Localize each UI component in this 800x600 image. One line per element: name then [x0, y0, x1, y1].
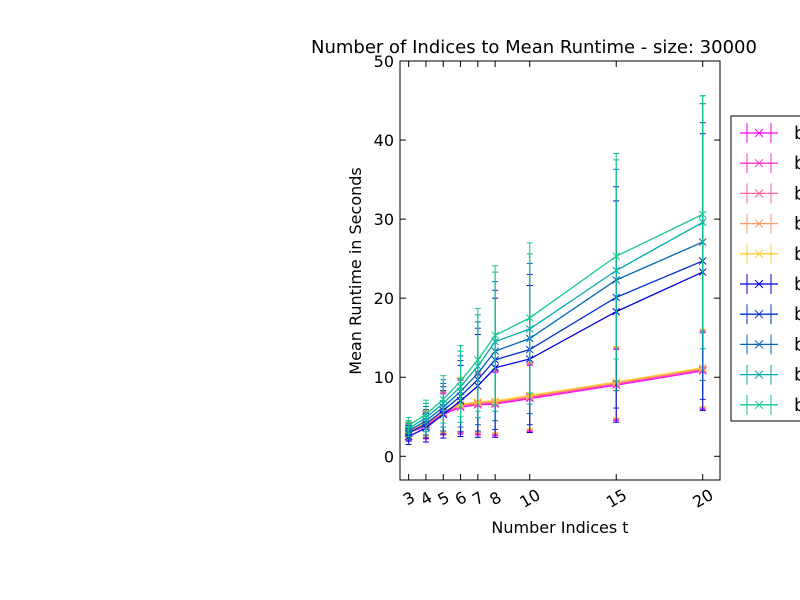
- series-9: [404, 95, 707, 434]
- data-point: [404, 421, 413, 430]
- legend-item: b: [740, 274, 800, 295]
- series-line: [408, 221, 704, 430]
- x-tick-label: 8: [486, 488, 504, 510]
- legend-box: [730, 115, 800, 422]
- series-8: [404, 95, 707, 438]
- data-point: [422, 410, 430, 419]
- legend-item: b: [740, 153, 800, 174]
- y-axis-label: Mean Runtime in Seconds: [346, 167, 365, 374]
- legend-item: b: [740, 123, 800, 144]
- legend-label: b: [794, 214, 800, 235]
- legend-label: b: [794, 244, 800, 265]
- legend-label: b: [794, 183, 800, 204]
- x-tick-label: 6: [452, 488, 470, 510]
- x-tick-label: 3: [400, 488, 418, 510]
- legend-label: b: [794, 395, 800, 416]
- y-tick-label: 30: [374, 210, 394, 229]
- x-tick-label: 7: [469, 488, 487, 510]
- x-axis-label: Number Indices t: [491, 518, 628, 537]
- data-point: [698, 210, 707, 219]
- x-tick-label: 10: [516, 485, 543, 512]
- plot-frame: [399, 60, 721, 481]
- legend-label: b: [794, 365, 800, 386]
- series-1: [404, 330, 707, 441]
- data-point: [525, 314, 534, 322]
- data-point: [439, 395, 448, 404]
- y-tick-label: 0: [384, 447, 394, 466]
- data-point: [491, 331, 499, 340]
- legend-item: b: [740, 183, 800, 204]
- x-tick-label: 20: [689, 485, 716, 512]
- series-line: [408, 370, 703, 434]
- legend-label: b: [794, 123, 800, 144]
- legend-item: b: [740, 364, 800, 386]
- series-7: [404, 103, 707, 440]
- data-point: [473, 355, 482, 364]
- legend-label: b: [794, 153, 800, 174]
- data-point: [612, 252, 621, 261]
- y-tick-label: 40: [374, 131, 394, 150]
- legend-item: b: [740, 304, 800, 325]
- series-0: [404, 331, 707, 441]
- legend-item: b: [740, 213, 800, 235]
- legend-item: b: [740, 334, 800, 355]
- series-3: [404, 329, 707, 439]
- data-point: [456, 377, 465, 386]
- legend-item: b: [740, 244, 800, 265]
- chart-title: Number of Indices to Mean Runtime - size…: [311, 37, 757, 58]
- x-tick-label: 15: [603, 485, 630, 512]
- legend-label: b: [794, 334, 800, 355]
- y-tick-label: 50: [374, 52, 394, 71]
- series-line: [408, 369, 703, 433]
- y-tick-label: 20: [374, 289, 394, 308]
- series-5: [404, 133, 707, 445]
- legend-item: b: [740, 394, 800, 416]
- plot-area: [404, 95, 707, 445]
- y-tick-label: 10: [374, 368, 394, 387]
- series-2: [404, 330, 707, 440]
- series-line: [408, 271, 703, 438]
- x-tick-label: 5: [434, 488, 452, 510]
- x-tick-label: 4: [417, 488, 435, 510]
- legend-label: b: [794, 274, 800, 295]
- legend-label: b: [794, 304, 800, 325]
